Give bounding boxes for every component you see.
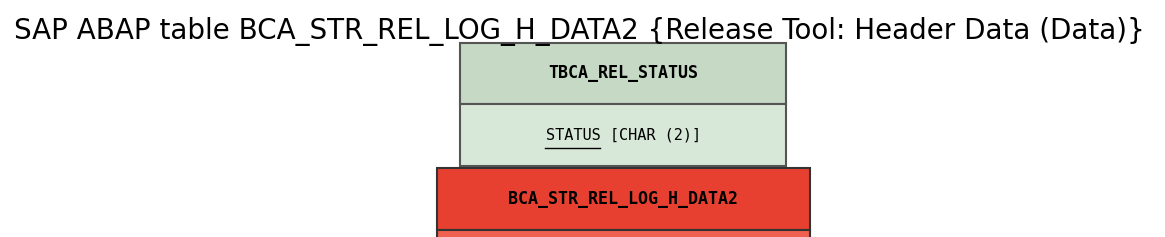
Text: BCA_STR_REL_LOG_H_DATA2: BCA_STR_REL_LOG_H_DATA2 [508,190,739,208]
Text: STATUS [CHAR (2)]: STATUS [CHAR (2)] [545,128,701,143]
Text: TBCA_REL_STATUS: TBCA_REL_STATUS [549,64,698,82]
Text: SAP ABAP table BCA_STR_REL_LOG_H_DATA2 {Release Tool: Header Data (Data)}: SAP ABAP table BCA_STR_REL_LOG_H_DATA2 {… [14,17,1145,46]
Bar [437,168,810,230]
Bar [460,43,786,104]
Bar [437,230,810,237]
Bar [460,104,786,166]
Text: STATUS [CHAR (2)]: STATUS [CHAR (2)] [545,128,701,143]
